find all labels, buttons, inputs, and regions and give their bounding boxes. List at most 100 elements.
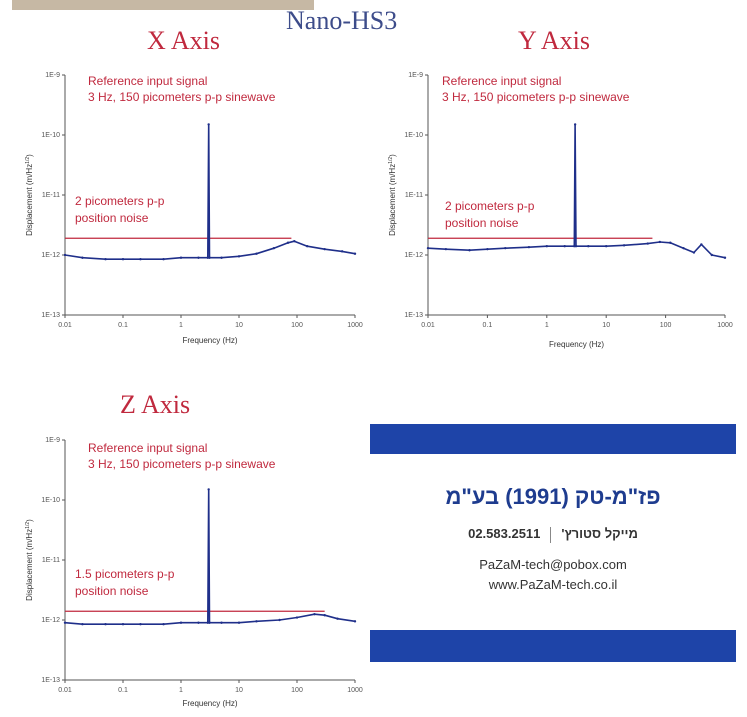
data-point <box>81 256 84 259</box>
website-link[interactable]: www.PaZaM-tech.co.il <box>488 577 618 592</box>
contact-person: מייקל סטורץ' <box>561 526 638 541</box>
email-link[interactable]: PaZaM-tech@pobox.com <box>479 557 627 572</box>
chart-x-title: X Axis <box>147 26 220 55</box>
chart-z-panel: 1E-13 1E-12 1E-11 1E-10 1E-9 0.01 0.1 1 10 100 100… <box>10 430 365 715</box>
spectrum-series <box>64 488 356 625</box>
x-tick-label: 1 <box>545 322 549 329</box>
x-tick-label: 1000 <box>347 687 363 694</box>
data-point <box>121 623 125 626</box>
y-tick-label: 1E-11 <box>42 192 60 199</box>
x-axis-label: Frequency (Hz) <box>549 340 604 349</box>
data-point <box>63 621 67 624</box>
page-title: Nano-HS3 <box>286 6 398 35</box>
x-tick-label: 0.1 <box>483 322 493 329</box>
data-point <box>323 247 326 251</box>
data-point <box>336 617 339 620</box>
data-point <box>179 256 183 259</box>
y-axis-label: Displacement (m/Hz1/2) <box>25 519 34 601</box>
data-point <box>81 623 84 626</box>
data-point <box>426 246 430 250</box>
data-point <box>504 246 507 250</box>
data-point <box>527 245 531 249</box>
y-tick-label: 1E-12 <box>41 617 60 624</box>
x-tick-label: 100 <box>291 687 303 694</box>
x-tick-label: 100 <box>660 322 672 329</box>
data-point <box>278 618 281 622</box>
annotation-reference-signal: 3 Hz, 150 picometers p-p sinewave <box>442 90 630 104</box>
x-tick-label: 1 <box>179 687 183 694</box>
y-axis-label-sup: 1/2 <box>25 157 31 164</box>
data-point <box>710 253 714 257</box>
data-point <box>682 246 685 250</box>
y-tick-label: 1E-13 <box>404 312 423 319</box>
data-point <box>605 245 608 248</box>
data-point <box>646 242 649 245</box>
business-card: פז"מ-טק (1991) בע"מ 02.583.2511 מייקל סטו… <box>370 424 736 662</box>
company-name: פז"מ-טק (1991) בע"מ <box>445 484 661 509</box>
annotation-reference-signal: 3 Hz, 150 picometers p-p sinewave <box>88 457 276 471</box>
x-axis-label: Frequency (Hz) <box>182 336 237 345</box>
data-point <box>692 251 696 254</box>
data-point <box>468 249 471 252</box>
annotation-position-noise: 2 picometers p-p <box>75 194 165 208</box>
y-axis-label-sup: 1/2 <box>25 522 31 529</box>
data-point <box>573 245 576 248</box>
contact-divider <box>550 526 552 543</box>
y-axis-label-sup: 1/2 <box>388 157 394 164</box>
x-tick-label: 100 <box>291 322 303 329</box>
y-axis-label-close: ) <box>25 519 34 522</box>
data-point <box>286 241 290 244</box>
data-point <box>207 123 210 126</box>
data-point <box>587 245 590 248</box>
y-tick-label: 1E-12 <box>41 252 60 259</box>
data-point <box>197 621 200 624</box>
chart-y-svg: 1E-13 1E-12 1E-11 1E-10 1E-9 0.01 0.1 1 10 100 100… <box>388 72 733 349</box>
x-tick-label: 0.01 <box>58 322 72 329</box>
data-point <box>545 245 548 248</box>
data-point <box>272 246 276 250</box>
top-decor-band <box>12 0 314 10</box>
x-tick-label: 0.01 <box>421 322 435 329</box>
annotation-reference-signal: Reference input signal <box>88 74 207 88</box>
data-point <box>208 256 211 259</box>
data-point <box>220 621 223 624</box>
chart-x-panel: 1E-13 1E-12 1E-11 1E-10 1E-9 0.01 0.1 1 10 100 100… <box>10 65 365 355</box>
x-axis-label: Frequency (Hz) <box>182 699 237 708</box>
y-tick-label: 1E-9 <box>45 437 60 444</box>
data-point <box>206 256 210 259</box>
y-axis-label-close: ) <box>388 154 397 157</box>
data-point <box>723 256 727 259</box>
chart-z-title: Z Axis <box>120 390 191 419</box>
y-tick-label: 1E-10 <box>404 132 423 139</box>
phone-number: 02.583.2511 <box>468 526 541 541</box>
data-point <box>162 623 165 626</box>
data-point <box>206 621 210 624</box>
y-axis-label: Displacement (m/Hz1/2) <box>388 154 397 236</box>
x-tick-label: 0.1 <box>118 687 128 694</box>
x-tick-label: 0.1 <box>118 322 128 329</box>
y-axis-label-close: ) <box>25 154 34 157</box>
data-point <box>313 612 316 616</box>
y-tick-label: 1E-12 <box>404 252 423 259</box>
y-axis-label: Displacement (m/Hz1/2) <box>25 154 34 236</box>
data-point <box>669 241 672 244</box>
data-point <box>121 258 125 261</box>
y-tick-label: 1E-10 <box>41 132 60 139</box>
x-tick-label: 1000 <box>717 322 733 329</box>
x-tick-label: 1 <box>179 322 183 329</box>
spectrum-series <box>427 123 726 259</box>
annotation-reference-signal: Reference input signal <box>88 441 207 455</box>
data-point <box>255 252 258 255</box>
contact-row: 02.583.2511 מייקל סטורץ' <box>370 526 736 543</box>
data-point <box>293 239 296 243</box>
x-tick-label: 1000 <box>347 322 363 329</box>
data-point <box>139 258 142 261</box>
data-point <box>340 250 344 253</box>
data-point <box>207 488 210 491</box>
chart-y-panel: 1E-13 1E-12 1E-11 1E-10 1E-9 0.01 0.1 1 10 100 100… <box>380 65 735 355</box>
y-tick-label: 1E-11 <box>42 557 60 564</box>
chart-y-title: Y Axis <box>518 26 590 55</box>
data-point <box>306 245 309 248</box>
data-point <box>104 623 107 626</box>
card-bottom-band <box>370 630 736 662</box>
